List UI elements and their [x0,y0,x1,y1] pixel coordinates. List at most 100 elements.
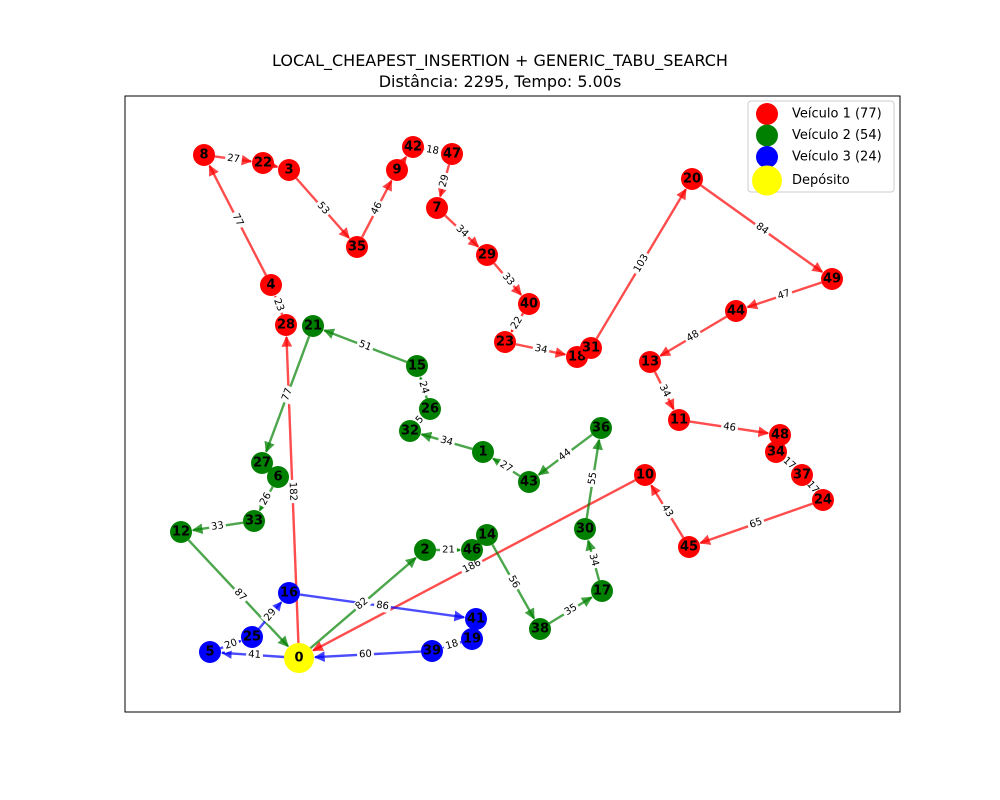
node-label: 12 [172,525,190,540]
edge-label-bg [442,636,462,654]
edge-label-bg [312,198,334,219]
node-marker [284,643,314,673]
edge-label-text: 18 [444,638,459,652]
edge-22-3 [266,159,279,170]
edge-label-bg [278,384,297,405]
legend-marker-2 [756,124,778,147]
legend: Veículo 1 (77) Veículo 2 (54) Veículo 3 (2… [747,100,895,196]
customer-node-39: 39 [421,640,443,662]
edge-label-bg [436,171,453,191]
edge-label-11-48: 46 [720,420,739,435]
customer-node-21: 21 [302,315,324,337]
edge-label-0-2: 82 [351,593,373,615]
edge-label-bg [458,555,486,578]
edge-label-text: 46 [722,421,736,434]
legend-label-4: Depósito [792,173,850,188]
node-label: 16 [280,586,298,601]
node-label: 45 [680,540,698,555]
customer-node-22: 22 [252,152,274,174]
customer-node-28: 28 [275,314,297,336]
node-label: 2 [420,543,429,558]
customer-node-7: 7 [426,197,448,219]
node-marker [260,274,282,296]
edge-label-25-16: 29 [260,604,281,626]
edge-label-5-25: 20 [221,636,241,653]
node-label: 6 [273,470,282,485]
edge-label-17-30: 34 [585,550,602,570]
customer-node-34: 34 [765,441,787,463]
node-marker [678,536,700,558]
legend-marker-1 [756,103,778,125]
node-marker [399,420,421,442]
customer-node-17: 17 [591,580,613,602]
customer-node-3: 3 [278,159,300,181]
node-label: 35 [348,240,366,255]
edge-label-39-0: 60 [356,648,375,661]
edge-label-text: 21 [442,545,455,556]
edge-9-42 [396,155,408,168]
node-marker [461,628,483,650]
legend-label-2: Veículo 2 (54) [792,128,882,143]
edge-label-bg [507,312,527,334]
node-label: 36 [592,421,610,436]
edge-label-text: 41 [248,649,261,661]
edge-label-bg [256,488,276,510]
edge-label-21-27: 77 [278,384,297,405]
customer-node-25: 25 [241,626,263,648]
edge-label-33-12: 33 [208,519,227,534]
customer-node-33: 33 [243,510,265,532]
legend-label-1: Veículo 1 (77) [792,107,882,122]
node-marker [791,464,813,486]
customer-node-29: 29 [476,244,498,266]
customer-node-36: 36 [590,417,612,439]
edge-label-text: 86 [375,600,389,613]
edge-label-bg [260,604,281,626]
edge-label-text: 29 [437,173,451,188]
node-marker [812,489,834,511]
edge-label-0-5: 41 [245,648,264,662]
edge-label-bg [657,500,677,522]
customer-node-42: 42 [402,136,424,158]
node-marker [267,466,289,488]
node-label: 38 [531,622,549,637]
edge-label-1-32: 34 [436,433,457,450]
node-label: 9 [392,163,401,178]
edge-label-bg [746,515,766,532]
edge-label-bg [373,598,392,614]
edge-label-31-20: 103 [630,250,653,277]
node-label: 42 [404,140,422,155]
customer-node-12: 12 [170,521,192,543]
edge-label-text: 34 [534,343,549,356]
node-marker [725,300,747,322]
node-label: 37 [793,468,811,483]
customer-node-5: 5 [199,641,221,663]
chart-title: LOCAL_CHEAPEST_INSERTION + GENERIC_TABU_… [0,50,1000,92]
edge-label-bg [630,250,653,277]
legend-marker-3 [756,146,778,168]
edge-label-text: 77 [230,212,246,228]
node-label: 29 [478,248,496,263]
customer-node-23: 23 [494,331,516,353]
node-marker [386,159,408,181]
node-marker [634,464,656,486]
edge-label-bg [269,295,288,315]
node-marker [476,524,498,546]
edge-label-text: 27 [226,153,240,166]
edge-label-2-46: 21 [440,544,457,556]
edge-label-bg [436,433,457,450]
edge-label-47-7: 29 [436,171,453,191]
node-label: 7 [432,201,441,216]
node-marker [821,268,843,290]
node-marker [278,159,300,181]
edge-label-text: 34 [657,383,673,399]
edge-label-3-35: 53 [312,198,334,219]
edge-label-text: 33 [210,520,224,533]
customer-node-47: 47 [441,143,463,165]
edge-label-text: 34 [587,552,601,567]
edge-label-6-33: 26 [256,488,276,510]
edge-label-text: 23 [271,297,286,313]
edge-label-30-36: 55 [585,469,601,488]
legend-marker-4 [752,165,782,196]
node-label: 8 [199,148,208,163]
